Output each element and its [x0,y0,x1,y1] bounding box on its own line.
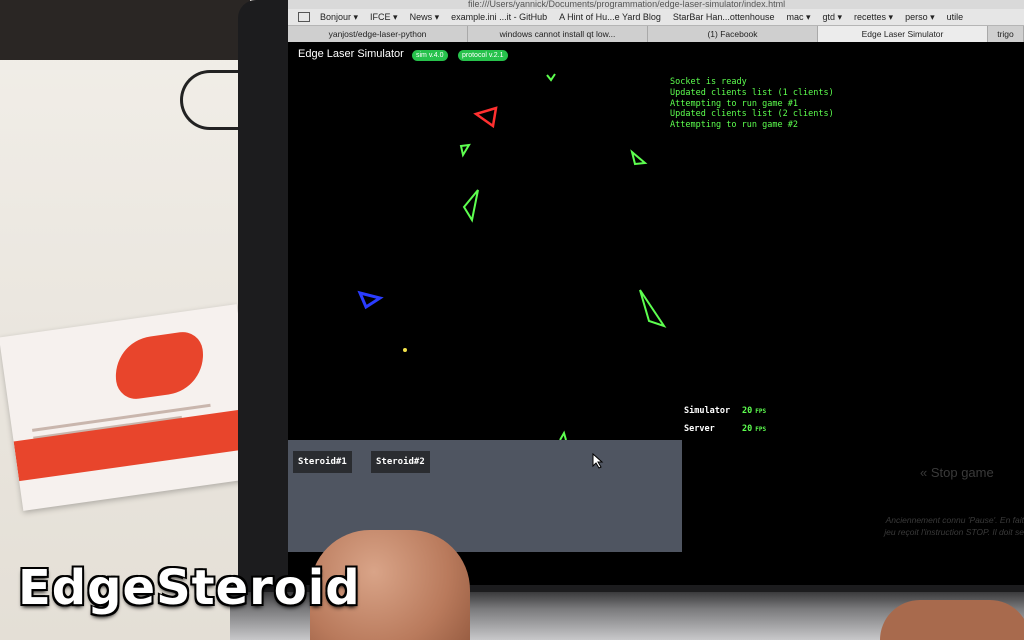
asteroid-shape [559,430,567,441]
stop-game-hint: Anciennement connu 'Pause'. En fait jeu … [848,514,1024,538]
laptop-screen: file:///Users/yannick/Documents/programm… [288,0,1024,585]
flyer-band [13,408,257,482]
stat-label: Simulator [684,406,731,416]
asteroid-shape [462,189,479,223]
tab-qt[interactable]: windows cannot install qt low... [468,26,648,42]
tab-edge-laser-simulator[interactable]: Edge Laser Simulator [818,26,988,42]
hint-line: jeu reçoit l'instruction STOP. Il doit s… [884,527,1024,537]
bookmarks-bar: Bonjour ▾ IFCE ▾ News ▾ example.ini ...i… [288,9,1024,26]
simulator-app: Edge Laser Simulator sim v.4.0 protocol … [288,42,1024,585]
sim-version-badge: sim v.4.0 [412,50,448,61]
log-line: Attempting to run game #1 [670,98,798,109]
tab-bar: yanjost/edge-laser-python windows cannot… [288,26,1024,42]
stat-unit: FPS [755,425,767,433]
bookmark[interactable]: recettes ▾ [854,11,894,22]
finger [310,530,470,640]
flyer-graphic [110,329,209,402]
app-title: Edge Laser Simulator [298,48,404,60]
tab-facebook[interactable]: (1) Facebook [648,26,818,42]
game-tab-steroid-1[interactable]: Steroid#1 [293,451,352,473]
bookmark[interactable]: A Hint of Hu...e Yard Blog [559,12,661,22]
stat-value: 20 [742,424,753,434]
bookmark[interactable]: gtd ▾ [822,11,843,22]
bookmark[interactable]: Bonjour ▾ [320,11,359,22]
cable [180,70,260,130]
stop-game-button[interactable]: « Stop game [920,465,994,480]
flyer [0,304,262,511]
log-line: Attempting to run game #2 [670,120,798,131]
tab-trigo[interactable]: trigo [988,26,1024,42]
bookmark[interactable]: News ▾ [409,11,440,22]
asteroid-shape [459,143,471,158]
bookmark[interactable]: StarBar Han...ottenhouse [672,12,775,22]
bullet [403,348,407,352]
cursor-icon [592,453,604,469]
stat-server: Server 20 FPS [684,420,766,438]
bookmark[interactable]: perso ▾ [905,11,935,22]
log-line: Socket is ready [670,77,747,87]
stat-label: Server [684,424,715,434]
stat-simulator: Simulator 20 FPS [684,402,766,420]
game-canvas [357,73,667,441]
background-shadow [0,0,250,60]
stat-unit: FPS [755,407,767,415]
log-line: Updated clients list (2 clients) [670,109,834,120]
finger [880,600,1024,640]
bookmark[interactable]: mac ▾ [786,11,811,22]
bookmark[interactable]: IFCE ▾ [370,11,398,22]
fps-stats: Simulator 20 FPS Server 20 FPS [684,402,766,438]
tab-edge-laser-python[interactable]: yanjost/edge-laser-python [288,26,468,42]
bookmarks-grid-icon[interactable] [298,12,310,22]
bookmark[interactable]: example.ini ...it - GitHub [451,12,548,22]
stat-value: 20 [742,406,753,416]
video-caption: EdgeSteroid [18,560,361,616]
url-bar[interactable]: file:///Users/yannick/Documents/programm… [288,0,1024,9]
log-line: Updated clients list (1 clients) [670,87,834,98]
protocol-version-badge: protocol v.2.1 [458,50,508,61]
player-ship [357,290,384,310]
asteroid-shape [630,149,648,166]
bookmark[interactable]: utile [946,12,964,22]
game-tab-steroid-2[interactable]: Steroid#2 [371,451,430,473]
hint-line: Anciennement connu 'Pause'. En fait [885,515,1024,525]
asteroid-shape [546,73,556,82]
enemy-ship [473,106,498,129]
console-log: Socket is ready Updated clients list (1 c… [670,77,834,131]
asteroid-shape [639,289,667,328]
